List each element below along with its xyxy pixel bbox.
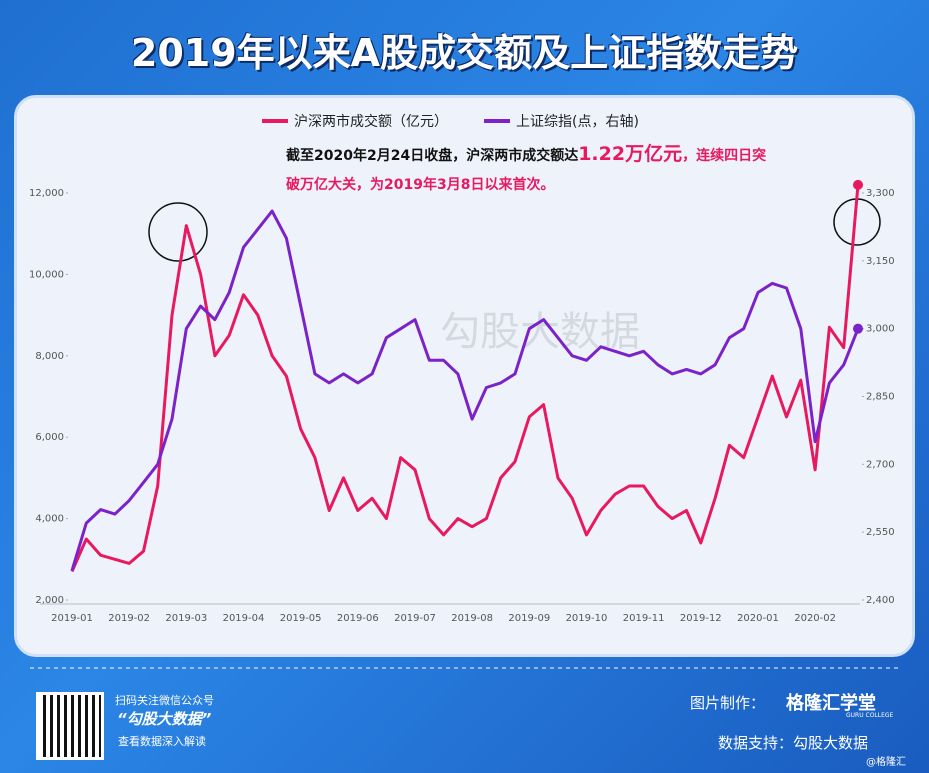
x-tick-label: 2020-01 xyxy=(737,613,779,624)
y2-tick-label: 2,400 xyxy=(866,595,895,606)
chart-panel xyxy=(14,95,915,657)
legend-label: 上证综指(点，右轴) xyxy=(516,114,639,130)
footer-text: @格隆汇 xyxy=(866,757,906,768)
annotation: 破万亿大关，为2019年3月8日以来首次。 xyxy=(286,176,554,193)
y-tick-label: 6,000 xyxy=(35,432,64,443)
y2-tick-label: 3,000 xyxy=(866,324,895,335)
footer-text: 扫码关注微信公众号 xyxy=(115,694,214,707)
end-dot xyxy=(853,179,863,190)
legend-label: 沪深两市成交额（亿元） xyxy=(294,113,448,130)
annotation: 截至2020年2月24日收盘，沪深两市成交额达1.22万亿元，连续四日突 xyxy=(286,142,766,165)
y-tick-label: 10,000 xyxy=(29,269,64,280)
annotation-part: 1.22万亿元 xyxy=(578,142,682,165)
footer-text: 查看数据深入解读 xyxy=(118,735,206,748)
series-line xyxy=(70,184,860,573)
x-tick-label: 2019-05 xyxy=(280,613,322,624)
x-tick-label: 2019-09 xyxy=(508,613,550,624)
y-tick-label: 4,000 xyxy=(35,514,64,525)
x-tick-label: 2019-07 xyxy=(394,613,436,624)
y-tick-label: 12,000 xyxy=(29,188,64,199)
y2-tick-label: 3,150 xyxy=(866,256,895,267)
page-title: 2019年以来A股成交额及上证指数走势 xyxy=(130,31,799,75)
brand-sub: GURU COLLEGE xyxy=(846,712,894,719)
x-tick-label: 2019-12 xyxy=(680,613,722,624)
x-tick-label: 2019-04 xyxy=(223,613,265,624)
x-tick-label: 2019-01 xyxy=(51,613,93,624)
y-tick-label: 2,000 xyxy=(35,595,64,606)
x-tick-label: 2019-06 xyxy=(337,613,379,624)
x-tick-label: 2020-02 xyxy=(794,613,836,624)
qr-code xyxy=(36,692,104,760)
y2-tick-label: 2,700 xyxy=(866,459,895,470)
watermark: 勾股大数据 xyxy=(440,309,640,355)
y2-tick-label: 2,850 xyxy=(866,392,895,403)
x-tick-label: 2019-10 xyxy=(566,613,608,624)
footer-text: 图片制作： xyxy=(690,694,766,712)
x-tick-label: 2019-02 xyxy=(108,613,150,624)
series-line xyxy=(70,209,860,572)
brand: 格隆汇学堂 xyxy=(786,693,876,714)
x-tick-label: 2019-03 xyxy=(165,613,207,624)
y-tick-label: 8,000 xyxy=(35,351,64,362)
x-tick-label: 2019-08 xyxy=(451,613,493,624)
x-tick-label: 2019-11 xyxy=(623,613,665,624)
end-dot xyxy=(853,323,863,334)
y2-tick-label: 3,300 xyxy=(866,188,895,199)
highlight-circle xyxy=(148,202,208,262)
y2-tick-label: 2,550 xyxy=(866,527,895,538)
annotation-part: 截至2020年2月24日收盘，沪深两市成交额达 xyxy=(286,147,578,164)
annotation-part: ，连续四日突 xyxy=(682,147,766,164)
footer-text: 数据支持：勾股大数据 xyxy=(718,734,869,752)
footer-text: “勾股大数据” xyxy=(117,710,212,728)
